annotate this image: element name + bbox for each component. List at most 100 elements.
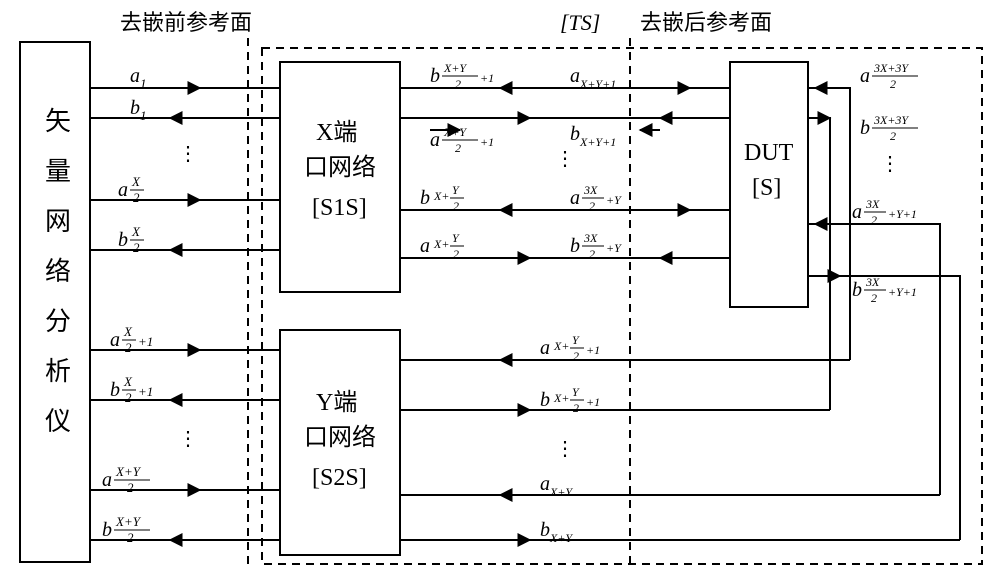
svg-text:2: 2	[127, 480, 134, 495]
lbl-b1: b1	[130, 97, 147, 123]
lbl-br2: b 3X 2 +Y+1	[852, 275, 917, 305]
svg-text:⋮: ⋮	[178, 143, 198, 165]
svg-text:b: b	[102, 519, 112, 541]
svg-text:2: 2	[573, 401, 579, 415]
lbl-ar1: a 3X+3Y 2	[860, 61, 918, 91]
svg-text:X+Y: X+Y	[443, 125, 467, 139]
lbl-yB2: bX+Y	[540, 519, 573, 545]
svg-text:a: a	[420, 235, 430, 257]
svg-text:2: 2	[125, 340, 132, 355]
svg-text:⋮: ⋮	[880, 153, 900, 175]
svg-text:2: 2	[125, 390, 132, 405]
header-left: 去嵌前参考面	[120, 10, 252, 35]
svg-text:3X+3Y: 3X+3Y	[873, 61, 909, 75]
svg-text:X: X	[123, 324, 133, 339]
svg-text:+1: +1	[138, 334, 153, 349]
svg-text:X+Y: X+Y	[115, 514, 142, 529]
header-mid: [TS]	[560, 10, 600, 35]
svg-text:3X: 3X	[865, 275, 880, 289]
svg-text:2: 2	[453, 199, 459, 213]
svg-text:b: b	[570, 235, 580, 257]
lbl-br1: b 3X+3Y 2	[860, 113, 918, 143]
svg-text:⋮: ⋮	[555, 148, 575, 170]
dut-l1: DUT	[744, 140, 794, 166]
svg-text:2: 2	[133, 190, 140, 205]
y-block-l2: 口网络	[304, 424, 376, 451]
lbl-yA1: a X+ Y 2 +1	[540, 333, 600, 363]
svg-text:2: 2	[455, 141, 461, 155]
svg-text:X+: X+	[433, 237, 449, 251]
svg-text:+1: +1	[480, 71, 494, 85]
svg-text:X+Y: X+Y	[115, 464, 142, 479]
svg-text:2: 2	[127, 530, 134, 545]
svg-text:+Y+1: +Y+1	[888, 285, 917, 299]
lbl-bmid-r: b 3X 2 +Y	[570, 231, 622, 261]
lbl-btop-l: b X+Y 2 +1	[430, 61, 494, 91]
dut-l2: [S]	[752, 175, 781, 201]
svg-text:2: 2	[589, 247, 595, 261]
svg-text:b: b	[420, 187, 430, 209]
svg-text:X: X	[131, 174, 141, 189]
header-right: 去嵌后参考面	[640, 10, 772, 35]
svg-text:Y: Y	[572, 385, 580, 399]
svg-text:a: a	[540, 337, 550, 359]
svg-text:Y: Y	[452, 183, 460, 197]
svg-text:⋮: ⋮	[555, 438, 575, 460]
svg-text:3X: 3X	[583, 231, 598, 245]
svg-text:析: 析	[45, 357, 71, 386]
svg-text:矢: 矢	[45, 107, 71, 136]
svg-text:2: 2	[573, 349, 579, 363]
svg-text:a: a	[102, 469, 112, 491]
svg-text:Y: Y	[572, 333, 580, 347]
svg-text:X: X	[131, 224, 141, 239]
svg-text:+1: +1	[586, 395, 600, 409]
vna-label: 矢 量 网 络 分 析 仪	[45, 107, 71, 436]
svg-text:X+: X+	[433, 189, 449, 203]
y-block-l3: [S2S]	[312, 465, 367, 491]
svg-text:X+: X+	[553, 391, 569, 405]
svg-text:+Y: +Y	[606, 193, 622, 207]
svg-text:+Y: +Y	[606, 241, 622, 255]
svg-text:网: 网	[45, 207, 71, 236]
svg-text:+1: +1	[138, 384, 153, 399]
svg-text:a: a	[118, 179, 128, 201]
svg-text:a: a	[430, 129, 440, 151]
svg-text:a: a	[860, 65, 870, 87]
svg-text:b: b	[118, 229, 128, 251]
svg-text:+1: +1	[586, 343, 600, 357]
svg-text:X+: X+	[553, 339, 569, 353]
svg-text:b: b	[852, 279, 862, 301]
svg-text:b: b	[110, 379, 120, 401]
svg-text:2: 2	[589, 199, 595, 213]
svg-text:X: X	[123, 374, 133, 389]
svg-text:络: 络	[45, 257, 71, 286]
y-block-l1: Y端	[316, 389, 357, 416]
svg-text:3X: 3X	[583, 183, 598, 197]
svg-text:量: 量	[45, 157, 71, 186]
svg-text:a: a	[110, 329, 120, 351]
svg-text:2: 2	[133, 240, 140, 255]
lbl-btop-r: bX+Y+1	[570, 123, 616, 149]
lbl-amid-l: a X+ Y 2	[420, 231, 464, 261]
lbl-ar2: a 3X 2 +Y+1	[852, 197, 917, 227]
svg-text:b: b	[540, 389, 550, 411]
x-block-l3: [S1S]	[312, 195, 367, 221]
lbl-amid-r: a 3X 2 +Y	[570, 183, 622, 213]
svg-text:2: 2	[871, 213, 877, 227]
svg-text:⋮: ⋮	[178, 428, 198, 450]
svg-text:3X+3Y: 3X+3Y	[873, 113, 909, 127]
svg-text:+1: +1	[480, 135, 494, 149]
svg-text:b: b	[430, 65, 440, 87]
svg-text:X+Y: X+Y	[443, 61, 467, 75]
svg-text:2: 2	[890, 77, 896, 91]
svg-text:仪: 仪	[45, 407, 71, 436]
svg-text:a: a	[570, 187, 580, 209]
x-block-l2: 口网络	[304, 154, 376, 181]
lbl-bmid-l: b X+ Y 2	[420, 183, 464, 213]
svg-text:+Y+1: +Y+1	[888, 207, 917, 221]
svg-text:2: 2	[871, 291, 877, 305]
svg-text:2: 2	[455, 77, 461, 91]
svg-text:b: b	[860, 117, 870, 139]
x-block-l1: X端	[316, 119, 357, 146]
svg-text:3X: 3X	[865, 197, 880, 211]
